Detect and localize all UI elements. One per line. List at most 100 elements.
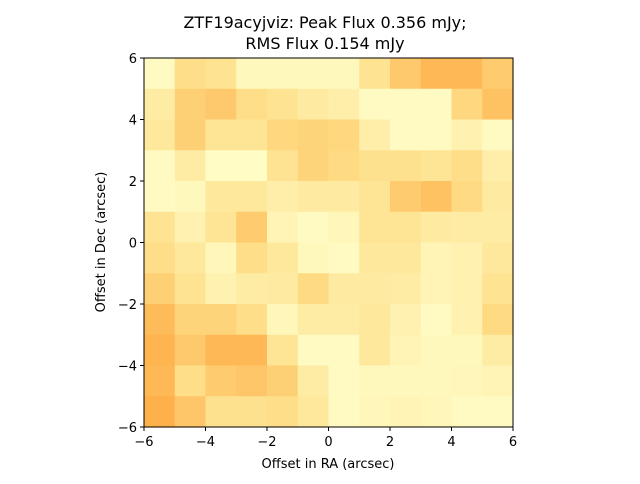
heatmap-cell-r1-c11 <box>482 88 514 121</box>
heatmap-cell-r4-c0 <box>144 181 176 213</box>
heatmap-cell-r3-c4 <box>267 150 299 182</box>
heatmap-cells <box>144 58 514 428</box>
heatmap-cell-r7-c1 <box>174 273 207 305</box>
x-tick-label-2: −2 <box>257 435 276 450</box>
heatmap-cell-r7-c10 <box>451 273 483 305</box>
heatmap-cell-r8-c7 <box>359 304 391 336</box>
heatmap-cell-r5-c7 <box>359 211 391 244</box>
chart-subtitle: RMS Flux 0.154 mJy <box>245 34 404 53</box>
heatmap-cell-r0-c4 <box>267 58 299 90</box>
y-tick-label-4: 2 <box>129 175 137 190</box>
heatmap-cell-r7-c3 <box>236 273 268 305</box>
heatmap-cell-r5-c1 <box>174 211 207 244</box>
heatmap-cell-r3-c6 <box>328 150 360 182</box>
heatmap-cell-r9-c10 <box>451 334 483 367</box>
heatmap-cell-r1-c7 <box>359 88 391 121</box>
heatmap-cell-r3-c11 <box>482 150 514 182</box>
heatmap-cell-r11-c10 <box>451 396 483 428</box>
heatmap-cell-r10-c3 <box>236 365 268 397</box>
y-axis-label: Offset in Dec (arcsec) <box>94 172 109 313</box>
heatmap-cell-r0-c3 <box>236 58 268 90</box>
heatmap-cell-r3-c10 <box>451 150 483 182</box>
heatmap-cell-r0-c9 <box>420 58 453 90</box>
heatmap-cell-r1-c9 <box>420 88 453 121</box>
heatmap-cell-r6-c2 <box>205 242 237 274</box>
heatmap-cell-r6-c7 <box>359 242 391 274</box>
heatmap-cell-r4-c2 <box>205 181 237 213</box>
heatmap-cell-r9-c11 <box>482 334 514 367</box>
heatmap-cell-r11-c1 <box>174 396 207 428</box>
heatmap-cell-r5-c0 <box>144 211 176 244</box>
heatmap-cell-r9-c2 <box>205 334 237 367</box>
heatmap-cell-r11-c6 <box>328 396 360 428</box>
heatmap-cell-r8-c0 <box>144 304 176 336</box>
heatmap-cell-r4-c9 <box>420 181 453 213</box>
heatmap-cell-r7-c0 <box>144 273 176 305</box>
heatmap-cell-r11-c8 <box>390 396 422 428</box>
heatmap-cell-r0-c2 <box>205 58 237 90</box>
heatmap-cell-r5-c11 <box>482 211 514 244</box>
heatmap-cell-r9-c3 <box>236 334 268 367</box>
heatmap-cell-r8-c5 <box>297 304 330 336</box>
heatmap-cell-r6-c4 <box>267 242 299 274</box>
heatmap-cell-r7-c8 <box>390 273 422 305</box>
heatmap-cell-r9-c7 <box>359 334 391 367</box>
heatmap-cell-r2-c6 <box>328 119 360 151</box>
heatmap-cell-r11-c11 <box>482 396 514 428</box>
heatmap-cell-r6-c11 <box>482 242 514 274</box>
heatmap-cell-r5-c3 <box>236 211 268 244</box>
heatmap-cell-r6-c10 <box>451 242 483 274</box>
heatmap-cell-r0-c8 <box>390 58 422 90</box>
x-tick-label-5: 4 <box>447 435 455 450</box>
heatmap-cell-r10-c4 <box>267 365 299 397</box>
heatmap-cell-r10-c1 <box>174 365 207 397</box>
heatmap-cell-r0-c10 <box>451 58 483 90</box>
heatmap-cell-r1-c3 <box>236 88 268 121</box>
heatmap-cell-r0-c5 <box>297 58 330 90</box>
heatmap-cell-r5-c4 <box>267 211 299 244</box>
heatmap-cell-r7-c4 <box>267 273 299 305</box>
y-tick-label-1: −4 <box>118 360 137 375</box>
heatmap-cell-r5-c2 <box>205 211 237 244</box>
heatmap-cell-r2-c4 <box>267 119 299 151</box>
heatmap-cell-r2-c1 <box>174 119 207 151</box>
x-tick-label-1: −4 <box>196 435 215 450</box>
heatmap-cell-r8-c10 <box>451 304 483 336</box>
heatmap-cell-r4-c6 <box>328 181 360 213</box>
heatmap-cell-r0-c0 <box>144 58 176 90</box>
heatmap-cell-r9-c4 <box>267 334 299 367</box>
heatmap-cell-r4-c1 <box>174 181 207 213</box>
heatmap-cell-r11-c9 <box>420 396 453 428</box>
heatmap-cell-r6-c5 <box>297 242 330 274</box>
heatmap-cell-r1-c0 <box>144 88 176 121</box>
x-tick-label-6: 6 <box>509 435 517 450</box>
heatmap-cell-r1-c8 <box>390 88 422 121</box>
heatmap-cell-r3-c3 <box>236 150 268 182</box>
heatmap-cell-r11-c2 <box>205 396 237 428</box>
heatmap-cell-r2-c0 <box>144 119 176 151</box>
y-axis-ticks: −6 −4 −2 0 2 4 6 <box>118 52 144 436</box>
heatmap-cell-r3-c8 <box>390 150 422 182</box>
heatmap-cell-r5-c10 <box>451 211 483 244</box>
heatmap-cell-r3-c0 <box>144 150 176 182</box>
heatmap-cell-r10-c9 <box>420 365 453 397</box>
heatmap-cell-r1-c4 <box>267 88 299 121</box>
x-axis-ticks: −6 −4 −2 0 2 4 6 <box>134 427 517 450</box>
heatmap-cell-r2-c9 <box>420 119 453 151</box>
heatmap-cell-r8-c4 <box>267 304 299 336</box>
heatmap-cell-r5-c8 <box>390 211 422 244</box>
y-tick-label-3: 0 <box>129 237 137 252</box>
heatmap-cell-r3-c5 <box>297 150 330 182</box>
x-axis-label: Offset in RA (arcsec) <box>262 457 395 472</box>
heatmap-cell-r6-c9 <box>420 242 453 274</box>
heatmap-cell-r9-c1 <box>174 334 207 367</box>
heatmap-cell-r5-c9 <box>420 211 453 244</box>
heatmap-cell-r1-c10 <box>451 88 483 121</box>
heatmap-cell-r8-c2 <box>205 304 237 336</box>
heatmap-cell-r6-c1 <box>174 242 207 274</box>
heatmap-cell-r2-c7 <box>359 119 391 151</box>
heatmap-cell-r1-c5 <box>297 88 330 121</box>
heatmap-cell-r4-c7 <box>359 181 391 213</box>
y-tick-label-0: −6 <box>118 421 137 436</box>
heatmap-cell-r0-c11 <box>482 58 514 90</box>
